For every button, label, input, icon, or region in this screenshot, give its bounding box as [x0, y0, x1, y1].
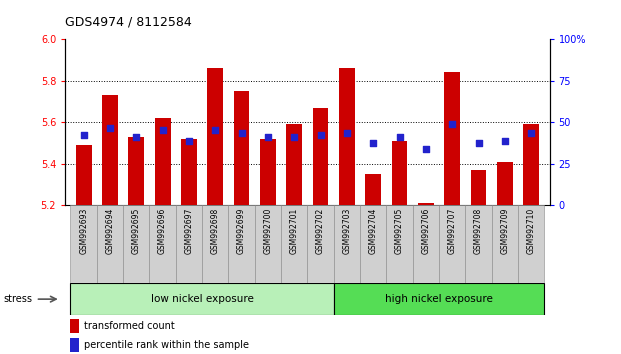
Text: GSM992706: GSM992706: [422, 208, 430, 254]
Text: low nickel exposure: low nickel exposure: [151, 294, 253, 304]
Text: GSM992703: GSM992703: [342, 208, 351, 254]
Text: GSM992709: GSM992709: [501, 208, 509, 254]
Text: GSM992710: GSM992710: [527, 208, 536, 254]
FancyBboxPatch shape: [333, 205, 360, 283]
Point: [421, 146, 431, 152]
Bar: [260, 139, 276, 205]
Point: [184, 138, 194, 144]
Point: [394, 134, 404, 139]
Text: GDS4974 / 8112584: GDS4974 / 8112584: [65, 16, 192, 29]
Bar: [102, 95, 118, 205]
Bar: [76, 145, 91, 205]
FancyBboxPatch shape: [360, 205, 386, 283]
Point: [79, 132, 89, 137]
Text: GSM992694: GSM992694: [106, 208, 114, 254]
Bar: [233, 91, 250, 205]
Point: [447, 121, 457, 127]
Text: GSM992707: GSM992707: [448, 208, 456, 254]
FancyBboxPatch shape: [439, 205, 465, 283]
Point: [105, 126, 115, 131]
FancyBboxPatch shape: [255, 205, 281, 283]
Point: [289, 134, 299, 139]
Text: GSM992702: GSM992702: [316, 208, 325, 254]
Text: GSM992705: GSM992705: [395, 208, 404, 254]
Text: GSM992695: GSM992695: [132, 208, 141, 254]
Text: stress: stress: [3, 294, 32, 304]
Point: [131, 134, 141, 139]
FancyBboxPatch shape: [413, 205, 439, 283]
Bar: [70, 338, 79, 352]
Text: GSM992708: GSM992708: [474, 208, 483, 254]
Point: [263, 134, 273, 139]
Text: transformed count: transformed count: [84, 321, 175, 331]
FancyBboxPatch shape: [492, 205, 518, 283]
FancyBboxPatch shape: [518, 205, 545, 283]
FancyBboxPatch shape: [465, 205, 492, 283]
Text: GSM992693: GSM992693: [79, 208, 88, 254]
Bar: [418, 203, 433, 205]
Point: [158, 128, 168, 133]
FancyBboxPatch shape: [123, 205, 150, 283]
Bar: [392, 141, 407, 205]
Point: [211, 128, 220, 133]
Bar: [497, 162, 513, 205]
FancyBboxPatch shape: [150, 205, 176, 283]
Point: [315, 132, 325, 137]
Bar: [207, 68, 223, 205]
Point: [237, 130, 247, 135]
Point: [526, 130, 536, 135]
FancyBboxPatch shape: [307, 205, 333, 283]
Bar: [365, 174, 381, 205]
FancyBboxPatch shape: [281, 205, 307, 283]
FancyBboxPatch shape: [386, 205, 413, 283]
Text: GSM992696: GSM992696: [158, 208, 167, 254]
FancyBboxPatch shape: [70, 283, 333, 315]
Text: GSM992704: GSM992704: [369, 208, 378, 254]
Bar: [444, 72, 460, 205]
Bar: [286, 124, 302, 205]
FancyBboxPatch shape: [70, 205, 97, 283]
Text: GSM992699: GSM992699: [237, 208, 246, 254]
Bar: [155, 118, 171, 205]
Text: GSM992697: GSM992697: [184, 208, 193, 254]
Text: GSM992701: GSM992701: [290, 208, 299, 254]
Bar: [524, 124, 539, 205]
FancyBboxPatch shape: [176, 205, 202, 283]
Point: [500, 138, 510, 144]
Bar: [181, 139, 197, 205]
Bar: [312, 108, 329, 205]
FancyBboxPatch shape: [202, 205, 229, 283]
Bar: [339, 68, 355, 205]
Text: GSM992700: GSM992700: [263, 208, 273, 254]
FancyBboxPatch shape: [333, 283, 545, 315]
Point: [342, 130, 352, 135]
Bar: [471, 170, 486, 205]
FancyBboxPatch shape: [229, 205, 255, 283]
Text: GSM992698: GSM992698: [211, 208, 220, 254]
Point: [368, 140, 378, 146]
Text: percentile rank within the sample: percentile rank within the sample: [84, 340, 248, 350]
Point: [474, 140, 484, 146]
Text: high nickel exposure: high nickel exposure: [385, 294, 493, 304]
Bar: [129, 137, 144, 205]
FancyBboxPatch shape: [97, 205, 123, 283]
Bar: [70, 319, 79, 333]
